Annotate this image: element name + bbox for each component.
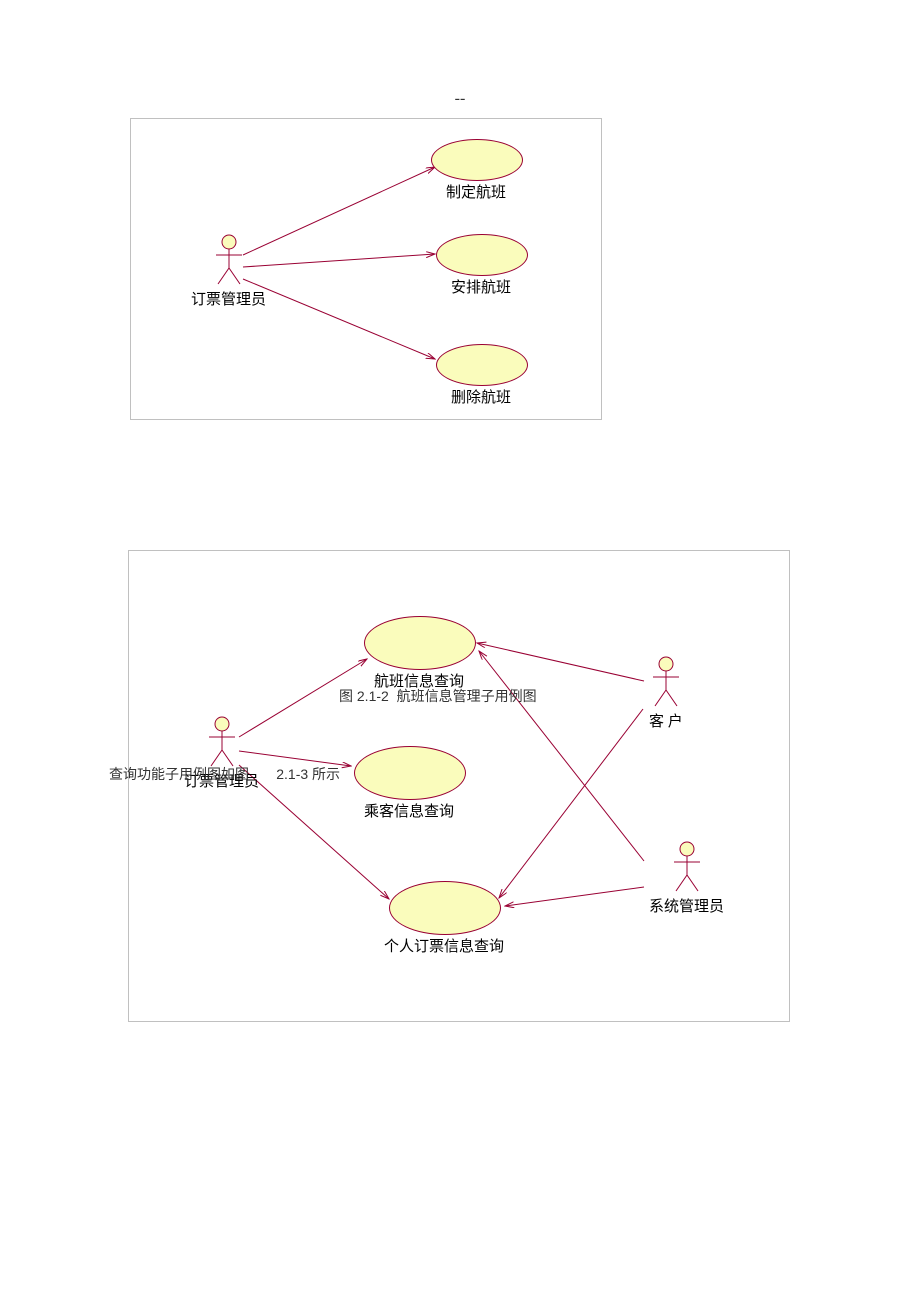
bottom-line-right: 2.1-3 所示 <box>276 766 340 782</box>
diagram-1: 订票管理员 制定航班安排航班删除航班 <box>130 118 602 420</box>
bottom-line-left: 查询功能子用例图如图 <box>109 766 249 782</box>
actor-a1: 订票管理员 <box>191 234 266 309</box>
usecase-v3 <box>389 881 501 935</box>
usecase-label-v3: 个人订票信息查询 <box>384 935 504 956</box>
diagram-2: 订票管理员 客 户 系统管理员 航班信息查询乘客信息查询个人订票信息查询 图 2… <box>128 550 790 1022</box>
actor-label-a1: 订票管理员 <box>191 288 266 309</box>
usecase-v2 <box>354 746 466 800</box>
actor-b2: 客 户 <box>649 656 683 731</box>
page-header-mark: -- <box>0 0 920 108</box>
caption-1-text: 航班信息管理子用例图 <box>397 688 537 704</box>
actor-b3: 系统管理员 <box>649 841 724 916</box>
usecase-label-u1: 制定航班 <box>446 181 506 202</box>
caption-1-num: 图 2.1-2 <box>339 688 389 704</box>
usecase-v1 <box>364 616 476 670</box>
actor-label-b3: 系统管理员 <box>649 895 724 916</box>
bottom-line: 查询功能子用例图如图 2.1-3 所示 <box>109 764 340 784</box>
usecase-label-v2: 乘客信息查询 <box>364 800 454 821</box>
usecase-label-u3: 删除航班 <box>451 386 511 407</box>
usecase-u2 <box>436 234 528 276</box>
usecase-u3 <box>436 344 528 386</box>
caption-1: 图 2.1-2 航班信息管理子用例图 <box>339 686 537 706</box>
actor-label-b2: 客 户 <box>649 710 683 731</box>
usecase-u1 <box>431 139 523 181</box>
usecase-label-u2: 安排航班 <box>451 276 511 297</box>
